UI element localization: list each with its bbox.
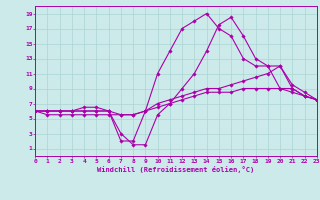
X-axis label: Windchill (Refroidissement éolien,°C): Windchill (Refroidissement éolien,°C)	[97, 166, 255, 173]
